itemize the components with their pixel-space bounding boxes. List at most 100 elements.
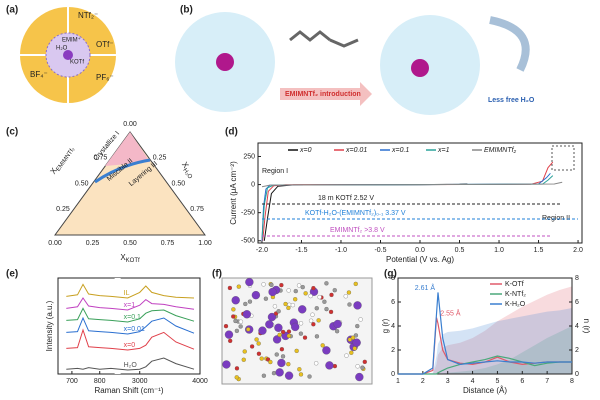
- atom: [231, 307, 236, 312]
- x-tick-label: 1: [396, 378, 400, 385]
- ternary-tick: 0.00: [123, 121, 137, 128]
- axis-symbol: X: [120, 253, 126, 262]
- x-tick-label: -2.0: [256, 247, 268, 254]
- atom: [346, 290, 352, 295]
- atom: [298, 321, 304, 326]
- atom: [355, 323, 360, 329]
- potassium-ion: [411, 59, 429, 77]
- arrow: [489, 16, 530, 72]
- atom: [344, 353, 349, 358]
- atom: [307, 374, 312, 379]
- atom: [227, 285, 233, 291]
- atom: [259, 356, 264, 361]
- annotation: Region II: [542, 215, 570, 222]
- solvation-sphere: [380, 15, 480, 115]
- series-label: x=0: [124, 342, 136, 349]
- x-tick-label: 2: [421, 378, 425, 385]
- annotation: 2.61 Å: [415, 283, 436, 292]
- atom: [325, 361, 334, 370]
- atom: [355, 372, 364, 382]
- y2-tick-label: 2: [575, 347, 579, 354]
- atom: [272, 304, 278, 309]
- x-tick-label: 0.0: [415, 247, 425, 254]
- atom: [243, 301, 248, 307]
- atom: [291, 322, 300, 332]
- x-axis-label: Raman Shift (cm⁻¹): [94, 386, 163, 395]
- atom: [293, 288, 298, 294]
- ternary-axis-label: XEMIMNTf₂: [49, 143, 77, 177]
- ternary-tick: 0.25: [56, 206, 70, 213]
- ternary-tick: 0.75: [94, 155, 108, 162]
- atom: [322, 346, 331, 355]
- arrow-label: Less free H₂O: [488, 97, 535, 104]
- atom: [343, 294, 348, 299]
- atom: [314, 334, 320, 339]
- atom: [231, 296, 240, 305]
- potassium-ion: [63, 50, 73, 60]
- atom: [324, 306, 329, 312]
- y-tick-label: -500: [241, 238, 255, 245]
- y-tick-label: 6: [391, 299, 395, 306]
- ternary-tick: 1.00: [198, 240, 212, 247]
- ternary-tick: 0.75: [161, 240, 175, 247]
- atom: [308, 318, 314, 323]
- series-label: x=0.01: [124, 326, 145, 333]
- panel-label: (d): [225, 127, 238, 138]
- atom: [294, 348, 299, 354]
- atom: [231, 314, 236, 319]
- spectrum: [66, 283, 195, 299]
- atom: [355, 364, 360, 369]
- atom: [349, 350, 354, 355]
- y-tick-label: 4: [391, 323, 395, 330]
- atom: [277, 358, 286, 368]
- atom: [360, 365, 365, 370]
- atom: [353, 333, 359, 338]
- x-tick-label: 6: [520, 378, 524, 385]
- ternary-tick: 0.75: [190, 206, 204, 213]
- atom: [284, 371, 294, 380]
- panel-a-art: [20, 7, 116, 103]
- md-atoms: [222, 277, 367, 382]
- atom: [298, 331, 304, 336]
- series-line: [261, 172, 551, 241]
- atom: [293, 297, 298, 302]
- atom: [310, 312, 315, 317]
- axis-subscript: H₂O: [182, 167, 194, 180]
- atom: [280, 329, 286, 335]
- ternary-tick: 0.50: [172, 180, 186, 187]
- plot-frame: [57, 277, 201, 375]
- atom: [275, 368, 284, 377]
- atom: [251, 290, 261, 300]
- y2-tick-label: 6: [575, 299, 579, 306]
- atom: [261, 282, 266, 287]
- atom: [283, 301, 288, 307]
- atom: [290, 302, 295, 308]
- annotation: 18 m KOTf 2.52 V: [318, 195, 374, 202]
- legend-label: K-H₂O: [505, 301, 526, 308]
- center-label: EMIM⁺: [62, 37, 81, 44]
- potassium-ion: [216, 53, 234, 71]
- annotation: EMIMNTf₂ >3.8 V: [330, 227, 385, 234]
- legend-label: EMIMNTf₂: [484, 147, 517, 154]
- atom: [279, 282, 284, 288]
- atom: [333, 319, 342, 329]
- atom: [298, 372, 304, 377]
- atom: [258, 326, 267, 335]
- atom: [311, 286, 316, 291]
- atom: [296, 283, 302, 288]
- y2-axis-label: n (r): [582, 319, 591, 334]
- atom: [286, 333, 292, 339]
- ternary-axis-label: XKOTf: [120, 253, 140, 263]
- coordination-area: [398, 308, 572, 374]
- series-line: [262, 161, 554, 241]
- ternary-tick: 0.00: [48, 240, 62, 247]
- atom: [353, 281, 358, 287]
- spectrum: [66, 307, 195, 323]
- atom: [234, 366, 240, 371]
- rdf-line: [398, 355, 572, 375]
- atom: [350, 335, 356, 340]
- atom: [268, 359, 273, 365]
- arrow: [280, 82, 372, 106]
- crystallize-region: [105, 132, 150, 166]
